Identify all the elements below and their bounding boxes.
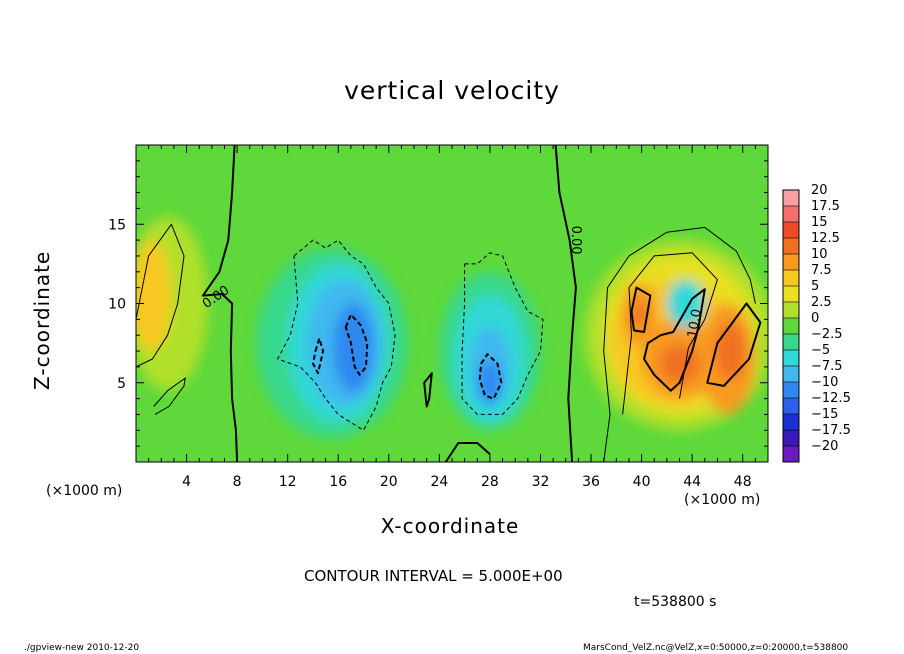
x-tick-label: 16 (329, 474, 347, 490)
contour-right-inner (622, 252, 718, 415)
colorbar-swatch (783, 318, 799, 335)
x-tick-label: 20 (380, 474, 398, 490)
colorbar-swatch (783, 286, 799, 303)
colorbar-label: −12.5 (811, 391, 851, 406)
x-unit-left: (×1000 m) (46, 483, 123, 499)
colorbar-label: 17.5 (811, 199, 840, 214)
x-tick-label: 40 (633, 474, 651, 490)
colorbar-swatch (783, 414, 799, 431)
colorbar-label: −7.5 (811, 359, 843, 374)
contour-minus5-center (277, 239, 396, 431)
chart-title: vertical velocity (344, 76, 560, 105)
footer-left: ./gpview-new 2010-12-20 (24, 643, 140, 653)
colorbar-label: −5 (811, 343, 830, 358)
colorbar-label: 20 (811, 183, 828, 198)
zero-contour-left (202, 145, 239, 462)
x-tick-label: 36 (582, 474, 600, 490)
colorbar-swatch (783, 446, 799, 463)
contour-10-a (630, 286, 652, 333)
contour-interval: CONTOUR INTERVAL = 5.000E+00 (304, 567, 563, 585)
contour-label: 10.0 (685, 308, 705, 339)
time-label: t=538800 s (634, 594, 717, 610)
contour-minus10-b (312, 337, 325, 375)
contour-10-c (706, 302, 762, 387)
contour-left-5 (136, 223, 185, 368)
y-axis-label: Z-coordinate (30, 250, 54, 390)
zero-contour-small (423, 372, 433, 408)
y-tick-label: 10 (108, 297, 126, 313)
field-blob-1 (136, 240, 172, 352)
x-tick-label: 48 (734, 474, 752, 490)
field-blob-19 (666, 279, 705, 328)
x-unit-right: (×1000 m) (684, 492, 761, 508)
y-axis: 5 10 15 (108, 160, 768, 447)
colorbar-label: −20 (811, 439, 838, 454)
colorbar-label: −2.5 (811, 327, 843, 342)
zero-contour-right (554, 145, 577, 462)
contour-minus10-a (344, 313, 369, 376)
colorbar-swatch (783, 350, 799, 367)
zero-contour-bottom (444, 442, 491, 462)
colorbar-label: 5 (811, 279, 819, 294)
colorbar-label: 0 (811, 311, 819, 326)
colorbar-swatch (783, 382, 799, 399)
y-tick-label: 15 (108, 217, 126, 233)
colorbar-label: 7.5 (811, 263, 832, 278)
x-axis-label: X-coordinate (380, 514, 520, 538)
field-blobs (136, 216, 768, 439)
x-tick-label: 28 (481, 474, 499, 490)
x-tick-label: 44 (683, 474, 701, 490)
colorbar-label: 12.5 (811, 231, 840, 246)
x-tick-label: 24 (430, 474, 448, 490)
colorbar-swatch (783, 366, 799, 383)
x-tick-label: 12 (279, 474, 297, 490)
field-blob-16 (659, 344, 700, 383)
colorbar-label: 15 (811, 215, 828, 230)
colorbar-label: −17.5 (811, 423, 851, 438)
contour-10-b (643, 288, 706, 392)
x-tick-label: 8 (233, 474, 242, 490)
colorbar-swatch (783, 254, 799, 271)
contour-minus5-right (461, 252, 544, 415)
colorbar-label: −15 (811, 407, 838, 422)
x-axis: 4 8 12 16 20 24 28 32 36 40 44 48 (148, 145, 756, 490)
x-tick-label: 32 (532, 474, 550, 490)
colorbar-swatch (783, 206, 799, 223)
colorbar-swatch (783, 190, 799, 207)
field-blob-17 (714, 322, 746, 380)
colorbar-label: 10 (811, 247, 828, 262)
x-tick-label: 4 (182, 474, 191, 490)
contour-left-small (153, 377, 186, 415)
colorbar-label: −10 (811, 375, 838, 390)
colorbar-swatch (783, 430, 799, 447)
colorbar-swatch (783, 270, 799, 287)
colorbar-swatch (783, 398, 799, 415)
colorbar-label: 2.5 (811, 295, 832, 310)
footer-right: MarsCond_VelZ.nc@VelZ,x=0:50000,z=0:2000… (583, 643, 849, 653)
field-blob-18 (631, 301, 647, 328)
contour-label: 0.00 (568, 226, 583, 255)
y-tick-label: 5 (117, 376, 126, 392)
contour-right-outer (603, 226, 756, 462)
colorbar: 2017.51512.5107.552.50−2.5−5−7.5−10−12.5… (782, 183, 851, 463)
velocity-field (136, 145, 768, 462)
colorbar-swatch (783, 222, 799, 239)
colorbar-swatch (783, 238, 799, 255)
colorbar-swatch (783, 302, 799, 319)
colorbar-swatch (783, 334, 799, 351)
